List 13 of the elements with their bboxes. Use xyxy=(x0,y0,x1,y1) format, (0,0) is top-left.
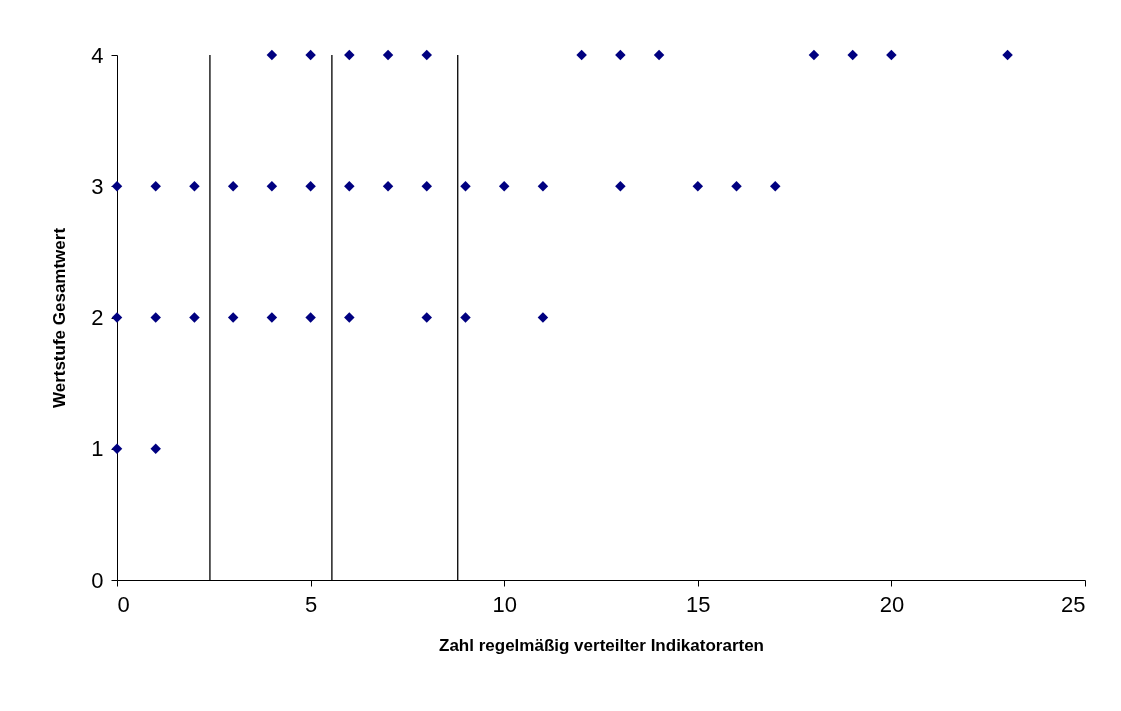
x-tick-label: 15 xyxy=(686,591,711,617)
x-tick-label: 20 xyxy=(879,591,905,617)
y-tick-label: 1 xyxy=(91,436,104,462)
x-tick-label: 25 xyxy=(1061,591,1086,617)
y-axis-title: Wertstufe Gesamtwert xyxy=(50,227,70,409)
y-tick-label: 2 xyxy=(91,305,104,330)
y-tick-label: 0 xyxy=(91,567,104,593)
x-tick-label: 10 xyxy=(492,591,517,617)
x-tick-label: 5 xyxy=(304,591,318,617)
x-tick-label: 0 xyxy=(117,591,130,617)
x-axis-title: Zahl regelmäßig verteilter Indikatorarten xyxy=(439,635,764,655)
y-tick-label: 4 xyxy=(91,42,104,68)
y-tick-label: 3 xyxy=(91,173,104,199)
